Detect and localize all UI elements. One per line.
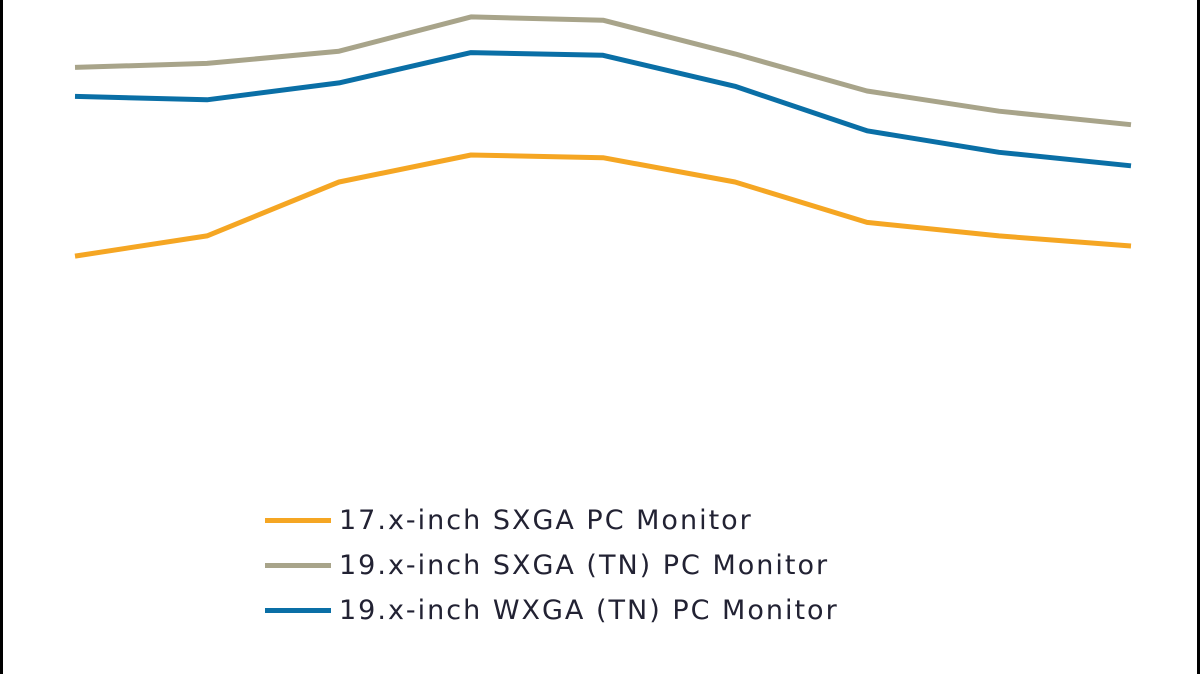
- legend-label: 19.x-inch SXGA (TN) PC Monitor: [339, 550, 830, 581]
- legend-swatch: [265, 608, 331, 613]
- legend-item: 19.x-inch WXGA (TN) PC Monitor: [265, 588, 839, 633]
- series-line-3: [74, 50, 1132, 169]
- legend-label: 17.x-inch SXGA PC Monitor: [339, 505, 753, 536]
- line-chart: [74, 14, 1132, 259]
- legend-item: 19.x-inch SXGA (TN) PC Monitor: [265, 543, 839, 588]
- legend: 17.x-inch SXGA PC Monitor 19.x-inch SXGA…: [265, 498, 839, 633]
- legend-label: 19.x-inch WXGA (TN) PC Monitor: [339, 595, 839, 626]
- series-line-2: [74, 14, 1132, 128]
- series-line-1: [74, 152, 1132, 259]
- legend-item: 17.x-inch SXGA PC Monitor: [265, 498, 839, 543]
- series-layer: [74, 14, 1132, 259]
- legend-swatch: [265, 518, 331, 523]
- legend-swatch: [265, 563, 331, 568]
